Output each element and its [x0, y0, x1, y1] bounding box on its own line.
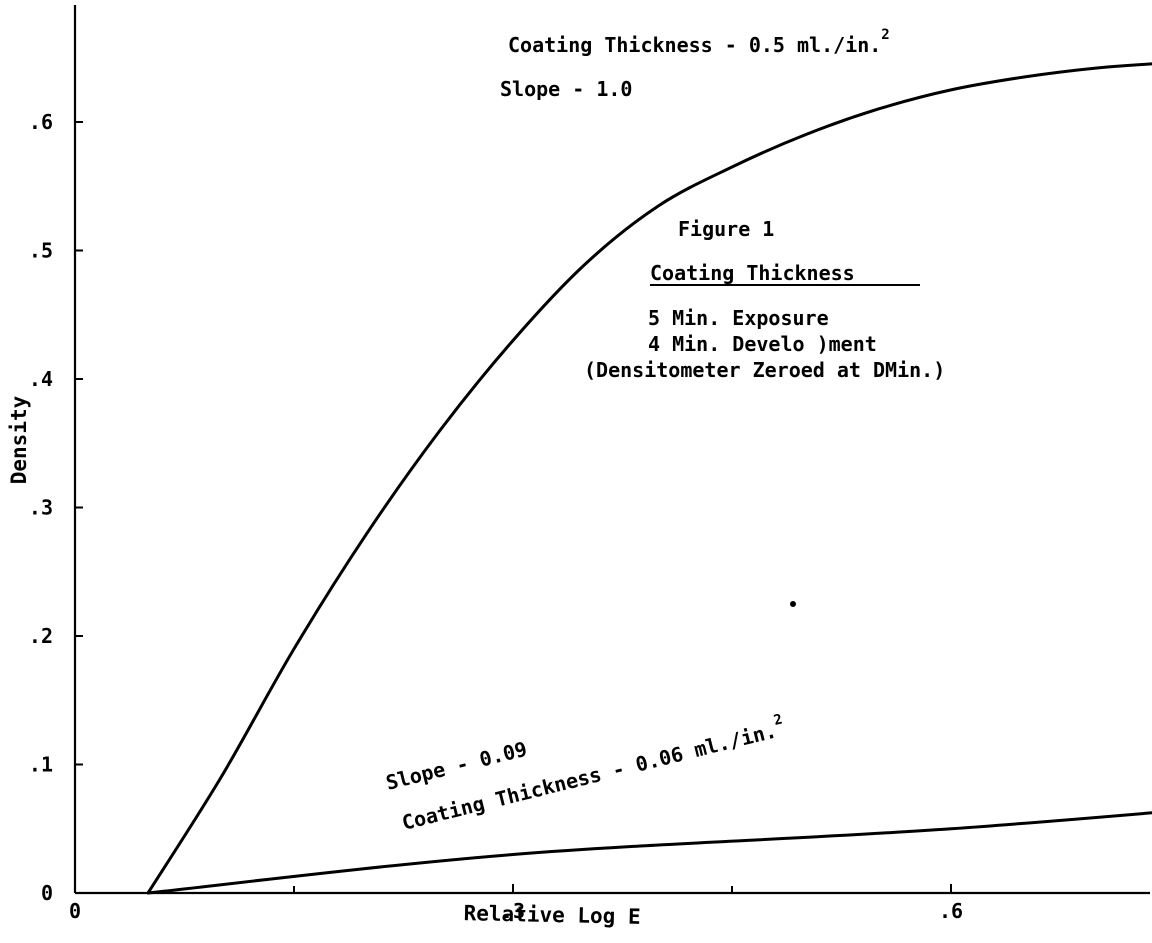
curves: [146, 62, 1152, 895]
annotation-subtitle: Coating Thickness: [650, 261, 855, 285]
annotation-title: Figure 1: [678, 217, 774, 241]
series-line-thick-coating: [146, 62, 1152, 895]
x-tick-label: .3: [501, 899, 525, 923]
annotation-line-exposure: 5 Min. Exposure: [648, 306, 829, 330]
y-axis-label: Density: [7, 395, 31, 484]
x-axis-label: Relative Log E: [463, 901, 640, 929]
annotation-line-development: 4 Min. Develo )ment: [648, 332, 877, 356]
y-tick-label: .2: [29, 624, 53, 648]
y-tick-label: 0: [41, 881, 53, 905]
x-tick-label: .6: [939, 899, 963, 923]
stray-dot: [790, 601, 796, 607]
y-tick-label: .3: [29, 496, 53, 520]
y-tick-label: .6: [29, 110, 53, 134]
series-1-label-thickness: Coating Thickness - 0.5 ml./in.2: [508, 27, 890, 57]
y-tick-label: .5: [29, 239, 53, 263]
ticks: 0.1.2.3.4.5.60.3.61.51.82.1: [29, 110, 963, 923]
annotation-line-densitometer: (Densitometer Zeroed at DMin.): [584, 358, 945, 382]
x-tick-label: 0: [69, 899, 81, 923]
series-1-label-slope: Slope - 1.0: [500, 77, 632, 101]
y-tick-label: .4: [29, 367, 53, 391]
series-line-thin-coating: [146, 811, 1152, 895]
y-tick-label: .1: [29, 753, 53, 777]
axes: [73, 5, 1150, 895]
